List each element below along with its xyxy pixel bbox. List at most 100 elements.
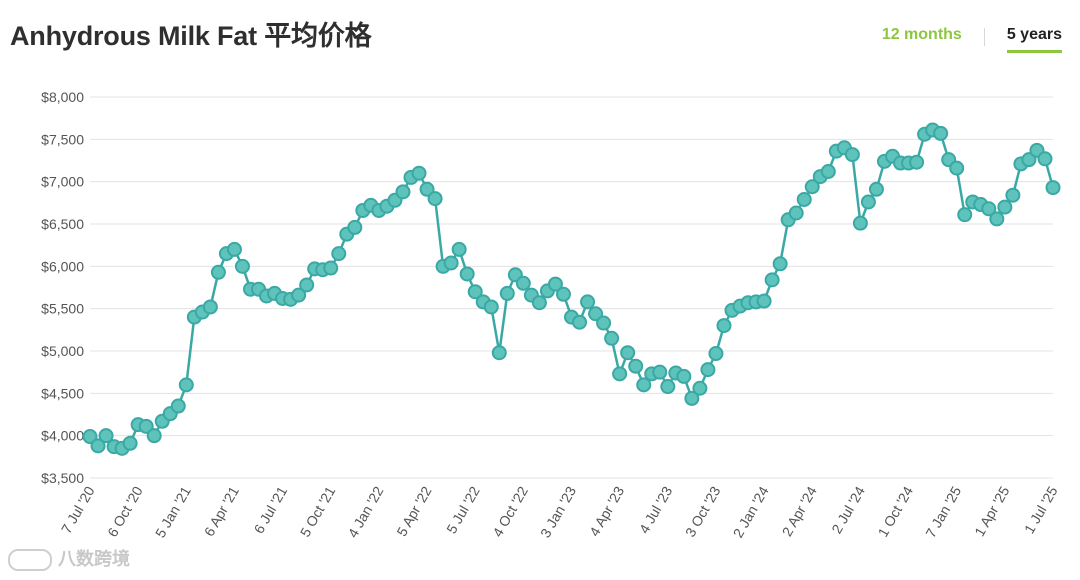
x-tick-label: 1 Oct '24 [874, 483, 916, 539]
data-point[interactable] [90, 438, 106, 454]
data-point[interactable] [997, 199, 1013, 215]
data-point[interactable] [684, 390, 700, 406]
data-point[interactable] [467, 284, 483, 300]
data-point[interactable] [772, 256, 788, 272]
data-point[interactable] [852, 215, 868, 231]
y-axis-labels: $3,500 $4,000 $4,500 $5,000 $5,500 $6,000 $6,5… [41, 89, 84, 486]
data-point[interactable] [226, 241, 242, 257]
data-point[interactable] [700, 362, 716, 378]
data-point[interactable] [427, 191, 443, 207]
data-point[interactable] [210, 264, 226, 280]
x-tick-label: 5 Apr '22 [393, 483, 434, 539]
data-point[interactable] [788, 205, 804, 221]
data-point[interactable] [708, 346, 724, 362]
data-point[interactable] [411, 165, 427, 181]
data-point[interactable] [515, 275, 531, 291]
x-tick-label: 5 Jul '22 [443, 483, 483, 536]
data-point[interactable] [1045, 180, 1061, 196]
data-point[interactable] [628, 358, 644, 374]
tab-divider [983, 28, 985, 46]
data-point[interactable] [170, 398, 186, 414]
data-point[interactable] [291, 287, 307, 303]
data-point[interactable] [692, 380, 708, 396]
data-point[interactable] [82, 429, 98, 445]
data-point[interactable] [1037, 151, 1053, 167]
x-tick-label: 5 Oct '21 [297, 483, 339, 539]
x-tick-label: 6 Jul '21 [250, 483, 290, 536]
data-point[interactable] [764, 272, 780, 288]
data-point[interactable] [909, 154, 925, 170]
period-tabs: 12 months 5 years [882, 24, 1062, 53]
data-point[interactable] [844, 147, 860, 163]
data-point[interactable] [459, 266, 475, 282]
grid-lines [90, 96, 1053, 479]
x-tick-label: 3 Oct '23 [682, 483, 724, 539]
y-tick-label: $3,500 [41, 470, 84, 486]
watermark-logo-icon [8, 549, 52, 572]
y-tick-label: $8,000 [41, 89, 84, 105]
data-point[interactable] [531, 295, 547, 311]
x-tick-label: 5 Jan '21 [152, 483, 194, 540]
y-tick-label: $4,500 [41, 385, 84, 401]
data-point[interactable] [716, 318, 732, 334]
data-point[interactable] [555, 286, 571, 302]
data-point[interactable] [122, 435, 138, 451]
data-point[interactable] [804, 179, 820, 195]
data-point[interactable] [483, 299, 499, 315]
data-point[interactable] [395, 184, 411, 200]
data-point[interactable] [491, 345, 507, 361]
data-point[interactable] [580, 294, 596, 310]
tab-5-years[interactable]: 5 years [1006, 24, 1062, 53]
data-point[interactable] [443, 255, 459, 271]
y-tick-label: $5,000 [41, 343, 84, 359]
chart-title: Anhydrous Milk Fat 平均价格 [10, 21, 372, 51]
data-point[interactable] [202, 299, 218, 315]
data-point[interactable] [957, 207, 973, 223]
data-point[interactable] [949, 160, 965, 176]
data-point[interactable] [331, 246, 347, 262]
data-point[interactable] [860, 194, 876, 210]
data-point[interactable] [234, 258, 250, 274]
data-point[interactable] [796, 191, 812, 207]
data-point[interactable] [451, 241, 467, 257]
data-point[interactable] [419, 181, 435, 197]
data-point[interactable] [604, 330, 620, 346]
y-tick-label: $6,000 [41, 258, 84, 274]
x-tick-label: 3 Jan '23 [537, 483, 579, 540]
data-point[interactable] [547, 276, 563, 292]
tab-12-months[interactable]: 12 months [881, 26, 962, 43]
y-tick-label: $7,000 [41, 174, 84, 190]
data-point[interactable] [98, 428, 114, 444]
data-point[interactable] [981, 201, 997, 217]
data-point[interactable] [572, 314, 588, 330]
data-point[interactable] [138, 418, 154, 434]
data-point[interactable] [146, 428, 162, 444]
series-points[interactable] [82, 122, 1061, 456]
data-point[interactable] [620, 345, 636, 361]
data-point[interactable] [323, 260, 339, 276]
data-point[interactable] [989, 211, 1005, 227]
data-point[interactable] [820, 164, 836, 180]
x-tick-label: 2 Jan '24 [730, 483, 772, 540]
data-point[interactable] [1021, 152, 1037, 168]
data-point[interactable] [660, 379, 676, 395]
data-point[interactable] [756, 293, 772, 309]
data-point[interactable] [612, 366, 628, 382]
data-point[interactable] [1005, 187, 1021, 203]
data-point[interactable] [933, 125, 949, 141]
series-line [89, 128, 1055, 450]
data-point[interactable] [636, 377, 652, 393]
x-tick-label: 1 Jul '25 [1021, 483, 1061, 536]
data-point[interactable] [299, 277, 315, 293]
data-point[interactable] [868, 181, 884, 197]
data-point[interactable] [178, 377, 194, 393]
data-point[interactable] [652, 364, 668, 380]
data-point[interactable] [588, 306, 604, 322]
data-point[interactable] [347, 219, 363, 235]
data-point[interactable] [499, 285, 515, 301]
watermark: 八数跨境 [8, 545, 130, 572]
data-point[interactable] [676, 368, 692, 384]
x-tick-label: 2 Jul '24 [828, 483, 868, 536]
data-point[interactable] [596, 315, 612, 331]
x-tick-label: 4 Oct '22 [489, 483, 531, 539]
